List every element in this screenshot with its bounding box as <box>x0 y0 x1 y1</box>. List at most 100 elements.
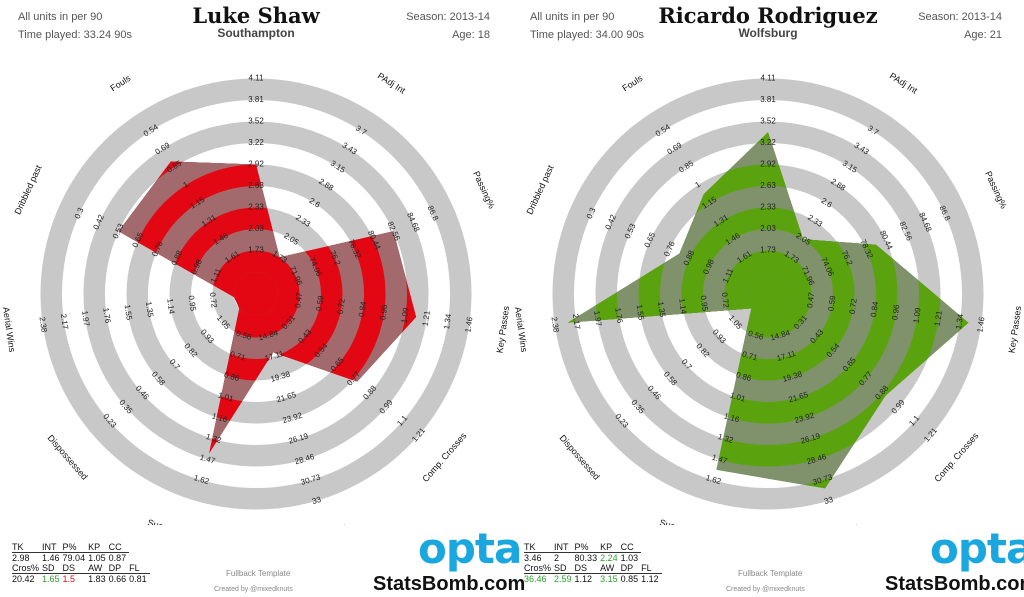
tick-label: 2.03 <box>760 224 776 233</box>
axis-label: PAdj Int <box>888 71 920 96</box>
stat-cell: 1.65 <box>42 574 60 584</box>
axis-label: Fouls <box>108 73 132 94</box>
units-note: All units in per 90 <box>530 11 615 23</box>
tick-label: 4.11 <box>249 74 265 83</box>
tick-label: 0.95 <box>187 295 198 312</box>
tick-label: 0.86 <box>223 370 241 383</box>
tick-label: 1.97 <box>80 310 91 327</box>
radar-chart: 1.73 2.03 2.33 2.63 2.92 3.22 3.52 3.81 4.11 PAdj… <box>1 57 512 525</box>
tick-label: 0.84 <box>869 300 880 317</box>
stat-cell: 1.03 <box>620 553 639 563</box>
player-age: Age: 21 <box>964 29 1002 41</box>
tick-label: 4.11 <box>761 74 777 83</box>
tick-label: 33 <box>823 495 835 506</box>
stat-cell: TK <box>524 542 555 553</box>
season: Season: 2013-14 <box>406 11 490 23</box>
stat-cell: AW <box>88 563 109 574</box>
statsbomb-site: StatsBomb.com <box>373 573 526 595</box>
radar-panel-luke-shaw: All units in per 90 Time played: 33.24 9… <box>1 3 525 595</box>
stat-cell: 79.04 <box>62 553 86 563</box>
tick-label: 0.47 <box>805 291 816 308</box>
stat-cell: TK <box>12 542 43 553</box>
tick-label: 1.14 <box>165 298 176 315</box>
stat-cell: CC <box>108 542 130 553</box>
tick-label: 1.01 <box>217 391 235 404</box>
tick-label: 3.81 <box>760 95 776 104</box>
stat-cell: 2.98 <box>12 553 30 563</box>
tick-label: 1.46 <box>975 316 986 333</box>
tick-label: 1.62 <box>193 473 211 486</box>
player-name: Ricardo Rodriguez <box>658 3 878 28</box>
tick-label: 1.34 <box>442 313 453 330</box>
tick-label: 0.56 <box>747 329 765 342</box>
team-name: Wolfsburg <box>738 26 798 40</box>
tick-label: 2.33 <box>760 203 776 212</box>
stat-cell: 0.85 <box>620 574 639 584</box>
tick-label: 1.47 <box>711 453 729 466</box>
radar-core <box>746 272 790 316</box>
stat-cell: 1.46 <box>42 553 60 563</box>
tick-label: 1.73 <box>248 246 264 255</box>
tick-label: 1.32 <box>717 432 735 445</box>
tick-label: 0.56 <box>235 329 253 342</box>
stat-cell: CC <box>620 542 642 553</box>
tick-label: 1.09 <box>912 307 923 324</box>
tick-label: 0.96 <box>890 303 901 320</box>
tick-label: 1.35 <box>656 301 667 318</box>
player-name: Luke Shaw <box>192 3 320 28</box>
tick-label: 2.03 <box>248 224 264 233</box>
tick-label: 0.3 <box>73 206 86 220</box>
tick-label: 3.22 <box>248 138 264 147</box>
tick-label: 1.01 <box>729 391 747 404</box>
tick-label: 0.59 <box>826 294 837 311</box>
opta-logo: opta <box>930 524 1024 573</box>
tick-label: 3.81 <box>248 95 264 104</box>
statsbomb-site: StatsBomb.com <box>885 573 1024 595</box>
stat-cell: P% <box>62 542 89 553</box>
tick-label: 2.92 <box>248 160 264 169</box>
units-note: All units in per 90 <box>18 11 103 23</box>
tick-label: 0.71 <box>229 350 247 363</box>
template-label: Fullback Template <box>226 569 291 578</box>
axis-label: Key Passes <box>495 305 512 354</box>
tick-label: 1.62 <box>705 473 723 486</box>
stat-cell: P% <box>574 542 601 553</box>
tick-label: 0.72 <box>720 292 731 309</box>
tick-label: 1 <box>181 179 190 189</box>
tick-label: 0.72 <box>336 297 347 314</box>
stat-cell: 1.5 <box>62 574 76 584</box>
player-age: Age: 18 <box>452 29 490 41</box>
team-name: Southampton <box>217 26 295 40</box>
tick-label: 2.33 <box>248 203 264 212</box>
stat-cell: 3.15 <box>600 574 618 584</box>
stat-cell: 1.12 <box>574 574 593 584</box>
stat-cell: FL <box>129 563 150 574</box>
axis-label: Aerial Wins <box>513 306 529 353</box>
tick-label: 2.17 <box>59 313 70 330</box>
stat-cell: 80.33 <box>574 553 598 563</box>
credit-label: Created by @mixedknuts <box>726 586 805 593</box>
stat-cell: 3.46 <box>524 553 542 563</box>
tick-label: 1.55 <box>123 304 134 321</box>
tick-label: 1.76 <box>613 307 624 324</box>
time-played: Time played: 34.00 90s <box>530 29 644 41</box>
tick-label: 0.3 <box>585 206 598 220</box>
tick-label: 0.86 <box>735 370 753 383</box>
tick-label: 2.92 <box>760 160 776 169</box>
stat-cell: 2 <box>554 553 560 563</box>
tick-label: 3.52 <box>248 117 264 126</box>
tick-label: 2.38 <box>550 316 561 333</box>
radar-panel-ricardo-rodriguez: All units in per 90 Time played: 34.00 9… <box>512 0 1024 597</box>
stat-cell: 1.83 <box>88 574 106 584</box>
tick-label: 2.63 <box>248 181 264 190</box>
tick-label: 2.38 <box>38 316 49 333</box>
tick-label: 0.72 <box>208 292 219 309</box>
tick-label: 0.84 <box>357 300 368 317</box>
stat-cell: FL <box>641 563 662 574</box>
stat-cell: INT <box>554 542 575 553</box>
tick-label: 1.55 <box>635 304 646 321</box>
tick-label: 1.76 <box>101 307 112 324</box>
stat-cell: DP <box>108 563 130 574</box>
tick-label: 0.72 <box>848 297 859 314</box>
stat-cell: 1.05 <box>88 553 106 563</box>
